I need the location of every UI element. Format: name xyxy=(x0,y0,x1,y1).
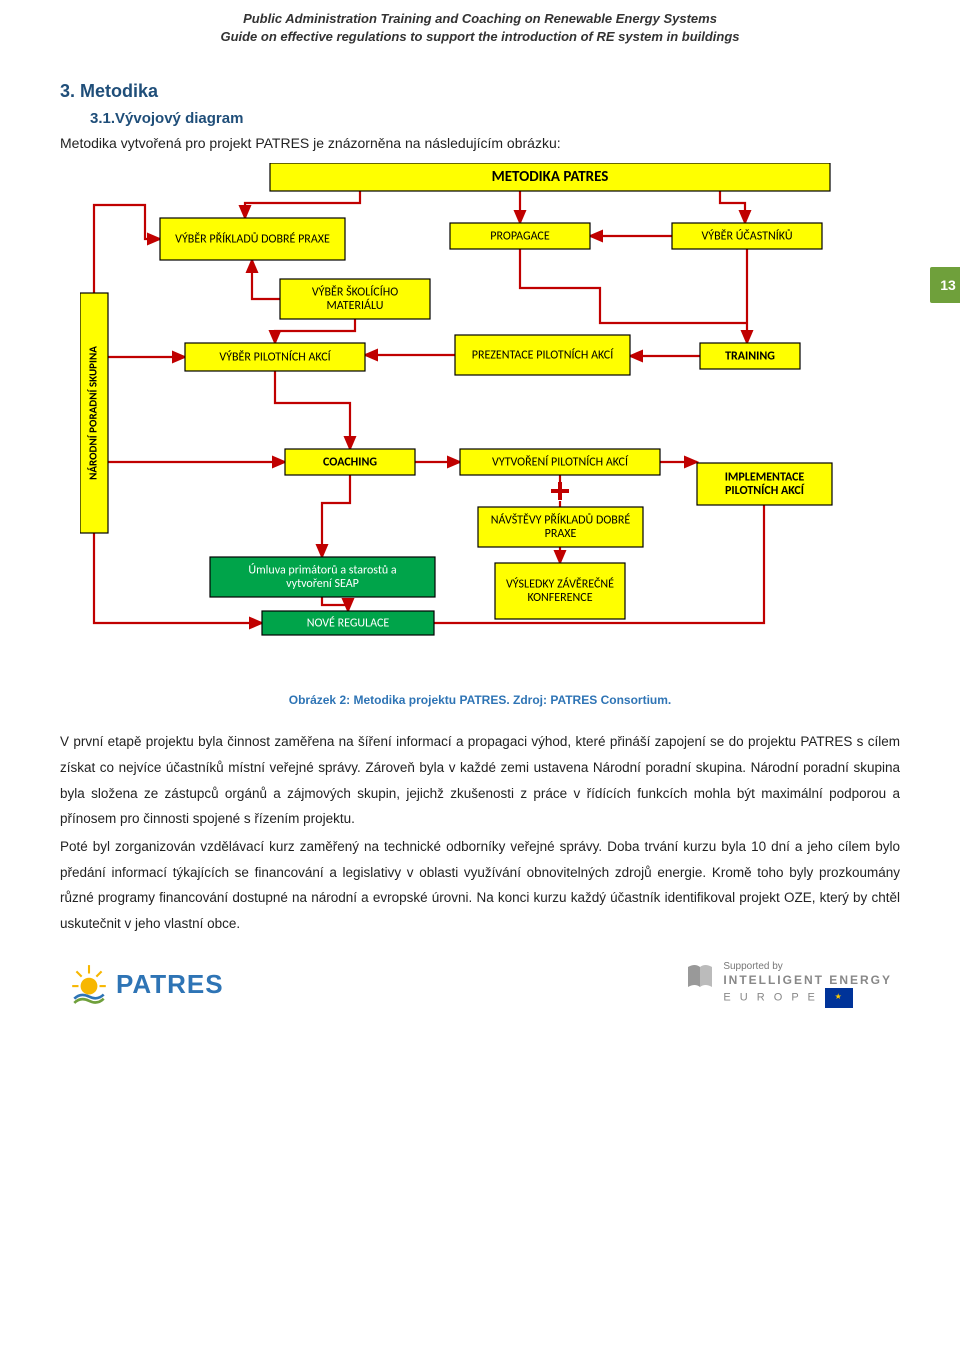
svg-text:MATERIÁLU: MATERIÁLU xyxy=(327,299,384,314)
figure-caption: Obrázek 2: Metodika projektu PATRES. Zdr… xyxy=(60,693,900,707)
svg-text:PREZENTACE PILOTNÍCH AKCÍ: PREZENTACE PILOTNÍCH AKCÍ xyxy=(472,348,614,363)
eu-flag-icon xyxy=(825,988,853,1008)
svg-text:VÝBĚR ŠKOLÍCÍHO: VÝBĚR ŠKOLÍCÍHO xyxy=(312,285,398,300)
section-title: 3. Metodika xyxy=(60,81,900,102)
iee-sub: E U R O P E xyxy=(723,992,818,1004)
iee-supported: Supported by xyxy=(723,961,892,974)
page-header: Public Administration Training and Coach… xyxy=(60,0,900,46)
flowchart-diagram: METODIKA PATRES VÝBĚR PŘÍKLADŮ DOBRÉ PRAX… xyxy=(80,163,880,683)
svg-text:Úmluva primátorů a starostů a: Úmluva primátorů a starostů a xyxy=(248,563,397,578)
svg-text:NOVÉ REGULACE: NOVÉ REGULACE xyxy=(307,616,390,631)
svg-text:IMPLEMENTACE: IMPLEMENTACE xyxy=(725,471,805,485)
svg-text:VYTVOŘENÍ PILOTNÍCH AKCÍ: VYTVOŘENÍ PILOTNÍCH AKCÍ xyxy=(492,455,629,470)
book-icon xyxy=(685,961,715,991)
subsection-title: 3.1.Vývojový diagram xyxy=(90,110,900,127)
svg-text:TRAINING: TRAINING xyxy=(725,350,775,364)
page-footer: PATRES Supported by INTELLIGENT ENERGY E… xyxy=(60,961,900,1009)
paragraph-1: V první etapě projektu byla činnost zamě… xyxy=(60,729,900,832)
svg-text:KONFERENCE: KONFERENCE xyxy=(527,592,592,606)
body-text: V první etapě projektu byla činnost zamě… xyxy=(60,729,900,936)
header-line-1: Public Administration Training and Coach… xyxy=(60,10,900,28)
page-number-badge: 13 xyxy=(930,267,960,303)
sun-icon xyxy=(68,963,110,1005)
svg-text:VÝBĚR ÚČASTNÍKŮ: VÝBĚR ÚČASTNÍKŮ xyxy=(701,229,792,244)
patres-logo: PATRES xyxy=(68,963,224,1005)
svg-text:VÝBĚR PŘÍKLADŮ DOBRÉ PRAXE: VÝBĚR PŘÍKLADŮ DOBRÉ PRAXE xyxy=(175,232,330,247)
paragraph-2: Poté byl zorganizován vzdělávací kurz za… xyxy=(60,834,900,937)
svg-text:PROPAGACE: PROPAGACE xyxy=(490,230,550,244)
patres-text: PATRES xyxy=(116,969,224,1000)
svg-text:COACHING: COACHING xyxy=(323,456,377,470)
svg-text:PILOTNÍCH AKCÍ: PILOTNÍCH AKCÍ xyxy=(725,485,805,499)
header-line-2: Guide on effective regulations to suppor… xyxy=(60,28,900,46)
svg-text:VÝBĚR PILOTNÍCH AKCÍ: VÝBĚR PILOTNÍCH AKCÍ xyxy=(219,350,331,365)
svg-text:NÁRODNÍ PORADNÍ SKUPINA: NÁRODNÍ PORADNÍ SKUPINA xyxy=(87,346,100,480)
svg-text:vytvoření SEAP: vytvoření SEAP xyxy=(286,578,359,592)
iee-logo: Supported by INTELLIGENT ENERGY E U R O … xyxy=(685,961,892,1009)
intro-text: Metodika vytvořená pro projekt PATRES je… xyxy=(60,135,900,151)
svg-text:METODIKA PATRES: METODIKA PATRES xyxy=(492,169,609,187)
iee-main: INTELLIGENT ENERGY xyxy=(723,973,892,988)
svg-text:NÁVŠTĚVY PŘÍKLADŮ DOBRÉ: NÁVŠTĚVY PŘÍKLADŮ DOBRÉ xyxy=(491,513,631,528)
svg-text:PRAXE: PRAXE xyxy=(545,528,577,542)
svg-text:VÝSLEDKY ZÁVĚREČNÉ: VÝSLEDKY ZÁVĚREČNÉ xyxy=(506,577,614,592)
